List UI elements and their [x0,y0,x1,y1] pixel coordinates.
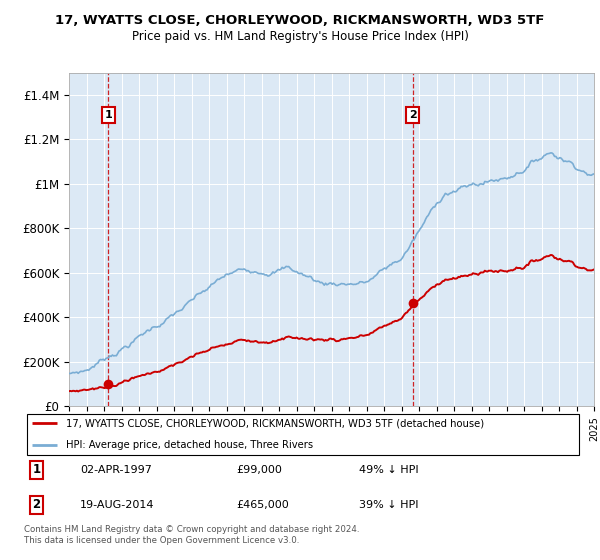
Text: £465,000: £465,000 [236,500,289,510]
Text: Price paid vs. HM Land Registry's House Price Index (HPI): Price paid vs. HM Land Registry's House … [131,30,469,43]
Text: £99,000: £99,000 [236,465,282,475]
Text: 1: 1 [104,110,112,120]
Text: Contains HM Land Registry data © Crown copyright and database right 2024.
This d: Contains HM Land Registry data © Crown c… [24,525,359,545]
Text: 17, WYATTS CLOSE, CHORLEYWOOD, RICKMANSWORTH, WD3 5TF: 17, WYATTS CLOSE, CHORLEYWOOD, RICKMANSW… [55,14,545,27]
Text: 1: 1 [32,463,40,476]
Text: 49% ↓ HPI: 49% ↓ HPI [359,465,418,475]
Text: 02-APR-1997: 02-APR-1997 [80,465,152,475]
Text: 2: 2 [409,110,416,120]
Text: 2: 2 [32,498,40,511]
Text: 17, WYATTS CLOSE, CHORLEYWOOD, RICKMANSWORTH, WD3 5TF (detached house): 17, WYATTS CLOSE, CHORLEYWOOD, RICKMANSW… [66,418,484,428]
Text: HPI: Average price, detached house, Three Rivers: HPI: Average price, detached house, Thre… [66,440,313,450]
FancyBboxPatch shape [27,414,579,455]
Text: 39% ↓ HPI: 39% ↓ HPI [359,500,418,510]
Text: 19-AUG-2014: 19-AUG-2014 [80,500,154,510]
